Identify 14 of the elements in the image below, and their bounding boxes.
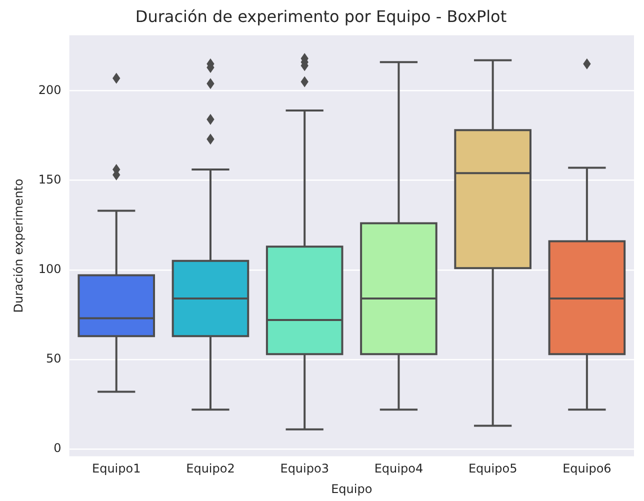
y-tick-label: 50 xyxy=(46,352,62,366)
chart-title: Duración de experimento por Equipo - BoxPlot xyxy=(135,6,507,26)
y-tick-label: 150 xyxy=(38,172,62,186)
y-axis-title: Duración experimento xyxy=(11,178,26,313)
y-tick-label: 200 xyxy=(38,82,62,97)
x-tick-label: Equipo3 xyxy=(280,462,329,476)
x-tick-label: Equipo2 xyxy=(186,462,235,476)
y-tick-label: 100 xyxy=(38,262,62,276)
x-tick-label: Equipo5 xyxy=(468,462,518,476)
x-axis-title: Equipo xyxy=(331,482,372,496)
x-tick-label: Equipo4 xyxy=(374,462,424,476)
y-tick-label: 0 xyxy=(54,441,62,456)
x-tick-label: Equipo6 xyxy=(562,462,612,476)
x-tick-label: Equipo1 xyxy=(92,462,141,476)
